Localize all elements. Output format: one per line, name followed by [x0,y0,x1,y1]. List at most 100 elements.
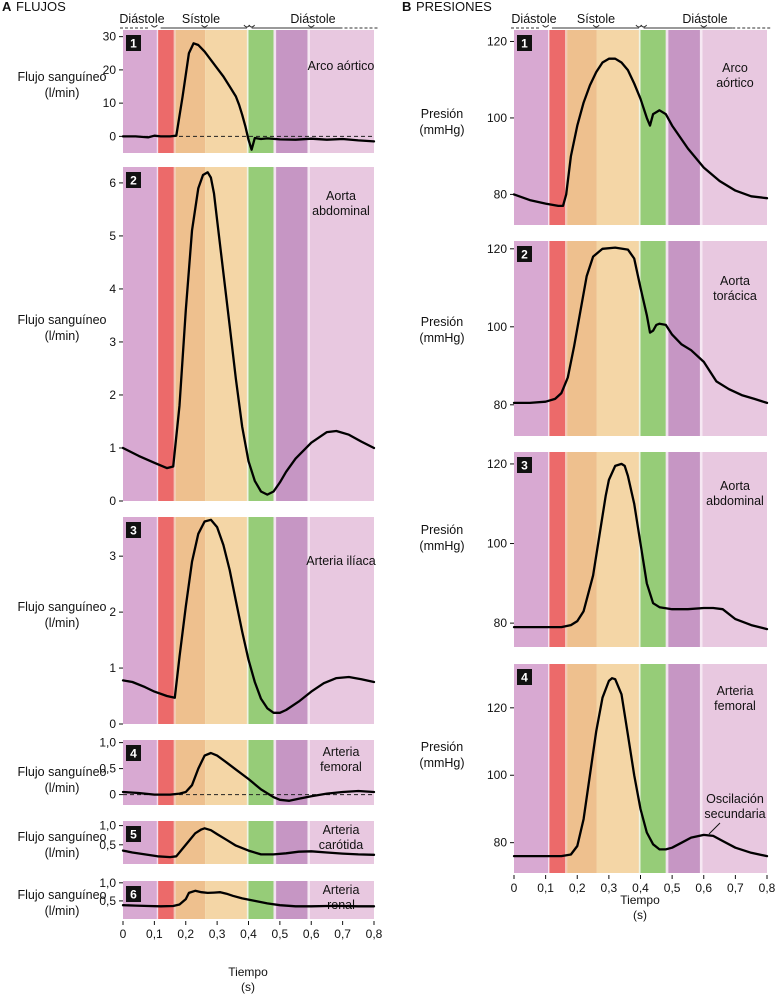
phase-band-4 [567,30,597,225]
phase-band-9 [668,664,700,873]
x-tick-label: 0,1 [537,881,554,895]
plot-number: 3 [521,459,528,473]
phase-label-diastole-1: Diástole [119,12,164,26]
x-axis-title-b: Tiempo (s) [620,893,660,922]
phase-band-1 [548,664,550,873]
phase-band-6 [638,452,641,647]
y-axis-label: Flujo sanguíneo [18,888,107,902]
y-axis-label: (l/min) [45,846,80,860]
series-line [512,246,769,405]
phase-band-3 [173,740,176,805]
phase-band-2 [158,821,174,864]
plot-number: 6 [130,888,137,902]
x-tick-label: 0,4 [632,881,649,895]
phase-band-1 [156,740,159,805]
phase-band-7 [640,30,666,225]
y-tick-label: 80 [494,836,508,850]
x-axis-title-line1: Tiempo [620,893,660,907]
x-axis-a: 0 0,1 0,2 0,3 0,4 0,5 0,6 0,7 0,8 [120,921,383,941]
y-axis-label: (l/min) [45,904,80,918]
phase-band-3 [565,30,568,225]
series-line [121,42,376,151]
plot-number-badge [517,35,532,51]
plot-label: Arteria [323,823,360,837]
y-axis-label: (l/min) [45,329,80,343]
phase-band-11 [309,881,374,919]
series-line [512,57,769,208]
phase-band-11 [702,664,767,873]
plot-number: 4 [521,671,528,685]
phase-band-5 [205,167,247,501]
plot-a-3: 0 1 2 33 Arteria ilíaca Flujo sanguíneo (l/min… [18,517,376,731]
phase-band-8 [273,30,277,153]
plot-number: 4 [130,747,137,761]
phase-band-9 [276,881,308,919]
y-tick-label: 120 [487,34,507,48]
phase-band-1 [548,241,550,436]
phase-band-7 [248,821,274,864]
y-axis-label: (mmHg) [419,123,464,137]
x-axis-b: 0 0,1 0,2 0,3 0,4 0,5 0,6 0,7 0,8 [511,875,776,895]
phase-band-10 [699,30,703,225]
x-tick-label: 0,8 [759,881,776,895]
plot-number: 2 [521,248,528,262]
plot-label: Arco [722,61,748,75]
plot-a-1: 0 10 20 30 1 Arco aórtico Flujo sanguíneo (l/mi… [18,30,376,153]
phase-bracket-notch [201,24,208,28]
phase-band-9 [276,740,308,805]
phase-band-2 [158,740,174,805]
y-tick-label: 100 [487,111,507,125]
phase-band-6 [638,241,641,436]
plot-number: 1 [130,37,137,51]
y-tick-label: 0,5 [99,762,116,776]
y-axis-label: Flujo sanguíneo [18,313,107,327]
phase-band-3 [173,881,176,919]
phase-band-9 [276,821,308,864]
phase-band-6 [638,664,641,873]
series-line [512,462,769,631]
phase-label-systole: Sístole [182,12,220,26]
phase-band-11 [702,30,767,225]
plot-number: 3 [130,524,137,538]
series-line [512,677,769,858]
phase-header-b: Diástole Sístole Diástole [511,12,771,29]
y-axis-label: Presión [421,740,463,754]
plot-number: 5 [130,828,137,842]
series-line [121,889,376,908]
x-tick-label: 0,5 [664,881,681,895]
phase-band-4 [175,821,206,864]
y-tick-label: 100 [487,537,507,551]
phase-band-2 [549,452,566,647]
phase-label-diastole-1: Diástole [511,12,556,26]
phase-band-1 [156,517,159,724]
x-tick-label: 0 [511,881,518,895]
phase-band-2 [158,30,174,153]
phase-band-4 [175,167,206,501]
phase-bracket-notch [542,24,550,28]
phase-band-6 [246,821,249,864]
phase-band-7 [248,167,274,501]
phase-band-10 [307,740,310,805]
y-tick-label: 3 [109,549,116,563]
phase-band-10 [699,664,703,873]
phase-band-1 [156,30,159,153]
plot-number-badge [517,669,532,685]
y-axis-label: (l/min) [45,781,80,795]
plot-label: abdominal [312,204,370,218]
x-tick-label: 0,5 [272,927,289,941]
phase-band-3 [565,241,568,436]
phase-band-7 [640,664,666,873]
phase-band-9 [276,30,308,153]
x-tick-label: 0,7 [334,927,351,941]
phase-band-4 [567,664,597,873]
y-axis-label: Presión [421,523,463,537]
x-tick-label: 0,6 [303,927,320,941]
y-tick-label: 0,5 [99,894,116,908]
series-line [121,518,376,714]
phase-band-10 [699,452,703,647]
phase-band-11 [309,30,374,153]
